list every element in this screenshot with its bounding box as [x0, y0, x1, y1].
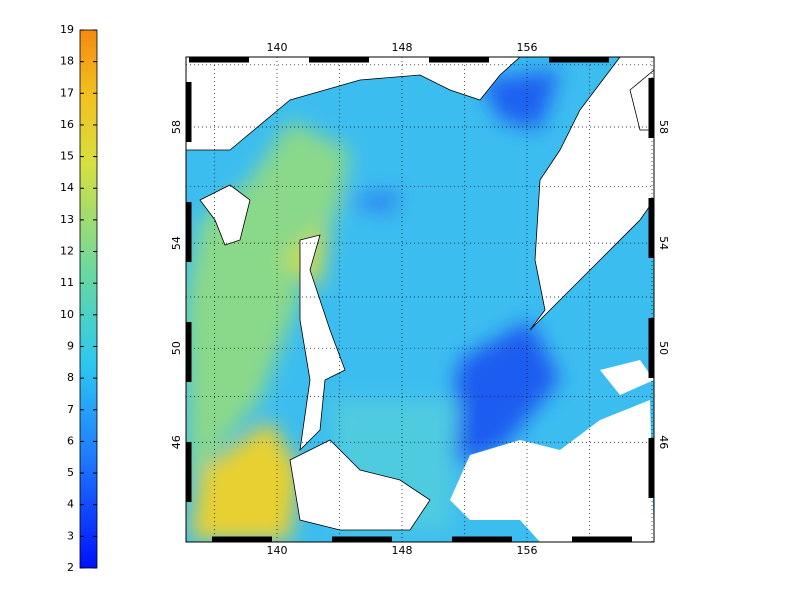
lon-label-bottom: 140	[267, 544, 288, 557]
lat-label-left: 58	[170, 120, 183, 134]
map-frame	[185, 56, 655, 543]
colorbar-ticks: 2 3 4 5 6 7 8 9 10 11 12 13 14 15 16 17 18 19	[60, 23, 97, 574]
colorbar-label: 8	[67, 371, 74, 384]
lon-label-top: 156	[517, 41, 538, 54]
colorbar-label: 16	[60, 118, 74, 131]
colorbar-label: 17	[60, 86, 74, 99]
lon-label-top: 148	[392, 41, 413, 54]
lat-label-right: 50	[657, 341, 670, 355]
lat-label-right: 54	[657, 236, 670, 250]
colorbar-label: 18	[60, 55, 74, 68]
colorbar-label: 5	[67, 466, 74, 479]
lon-label-bottom: 148	[392, 544, 413, 557]
lat-label-right: 46	[657, 435, 670, 449]
colorbar-label: 15	[60, 150, 74, 163]
colorbar-label: 13	[60, 213, 74, 226]
colorbar-label: 2	[67, 561, 74, 574]
colorbar-label: 14	[60, 181, 74, 194]
colorbar	[79, 29, 98, 569]
colorbar-label: 11	[60, 276, 74, 289]
colorbar-label: 6	[67, 434, 74, 447]
lon-label-bottom: 156	[517, 544, 538, 557]
colorbar-label: 4	[67, 498, 74, 511]
lat-label-left: 50	[170, 341, 183, 355]
lat-label-left: 46	[170, 435, 183, 449]
lat-label-left: 54	[170, 236, 183, 250]
axis-labels: 140 140 148 148 156 156 46 46 50 50 54 54 58 58	[170, 41, 670, 557]
colorbar-label: 10	[60, 308, 74, 321]
missing-data	[450, 360, 654, 542]
lat-label-right: 58	[657, 120, 670, 134]
map-field	[186, 57, 654, 542]
colorbar-label: 12	[60, 245, 74, 258]
colorbar-label: 7	[67, 403, 74, 416]
colorbar-label: 19	[60, 23, 74, 36]
lon-label-top: 140	[267, 41, 288, 54]
colorbar-label: 3	[67, 529, 74, 542]
land	[186, 57, 654, 531]
colorbar-label: 9	[67, 339, 74, 352]
